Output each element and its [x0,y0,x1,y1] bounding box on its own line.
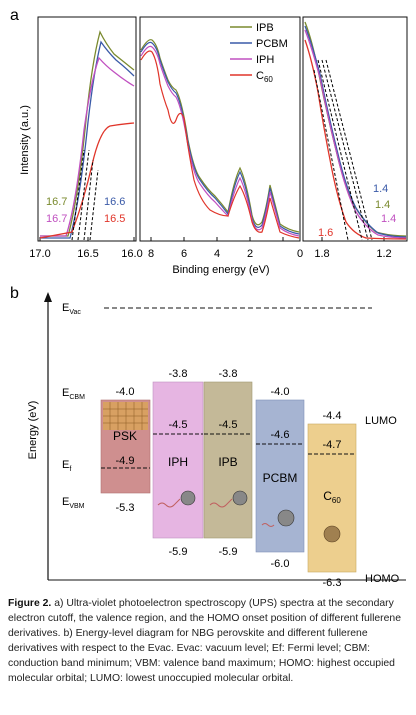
iph-mid: -4.5 [169,419,188,431]
panel-b-ylabel: Energy (eV) [27,401,39,460]
ecbm-label: ECBM [62,387,85,401]
panel-a-left-frame [37,16,137,242]
iph-name: IPH [168,455,188,469]
tick-right-0: 1.8 [314,248,329,260]
evbm-label: EVBM [62,496,85,510]
legend: IPB PCBM IPH C60 [230,22,288,84]
mid-curve-pcbm [140,41,300,235]
c60-bottom: -6.3 [323,577,342,589]
left-curve-pcbm [40,40,135,239]
psk-fermi: -4.9 [116,455,135,467]
cutoff-pcbm: 16.6 [104,196,125,208]
level-c60: -4.4 -4.7 C60 -6.3 [307,410,357,589]
ipb-bottom: -5.9 [219,546,238,558]
right-curve-c60 [304,39,407,240]
onset-pcbm: 1.4 [373,183,388,195]
onset-ipb: 1.4 [375,199,390,211]
onset-iph: 1.4 [381,213,396,225]
tick-mid-0: 8 [148,248,154,260]
evac-label: EVac [62,302,81,316]
onset-c60: 1.6 [318,227,333,239]
tick-left-1: 16.5 [77,248,98,260]
ipb-top: -3.8 [219,368,238,380]
pcbm-top: -4.0 [271,386,290,398]
panel-a-ylabel: Intensity (a.u.) [19,105,31,175]
figure-2: a Intensity (a.u.) 17.0 16.5 16.0 8 6 4 … [10,7,408,589]
left-curve-iph [40,56,135,237]
tick-mid-4: 0 [297,248,303,260]
lumo-label: LUMO [365,415,397,427]
psk-name: PSK [113,429,137,443]
iph-bottom: -5.9 [169,546,188,558]
c60-name: C60 [323,489,341,505]
level-pcbm: -4.0 -4.6 PCBM -6.0 [255,386,305,570]
panel-a-right-frame [302,16,408,242]
caption-text: a) Ultra-violet photoelectron spectrosco… [8,598,401,684]
left-curve-ipb [40,30,135,237]
mid-curve-c60 [140,50,300,239]
cutoff-ipb: 16.7 [46,196,67,208]
pcbm-name: PCBM [263,471,298,485]
caption-label: Figure 2. [8,598,52,609]
tick-left-0: 17.0 [29,248,50,260]
ipb-mid: -4.5 [219,419,238,431]
legend-pcbm: PCBM [256,38,288,50]
psk-bottom: -5.3 [116,502,135,514]
pcbm-bottom: -6.0 [271,558,290,570]
iph-top: -3.8 [169,368,188,380]
legend-ipb: IPB [256,22,274,34]
legend-iph: IPH [256,54,274,66]
ipb-name: IPB [218,455,237,469]
left-curve-c60 [39,122,135,239]
tick-left-2: 16.0 [121,248,142,260]
tick-mid-1: 6 [181,248,187,260]
figure-caption: Figure 2. a) Ultra-violet photoelectron … [8,596,410,686]
right-curve-pcbm [304,25,407,238]
pcbm-mid: -4.6 [271,429,290,441]
tick-mid-2: 4 [214,248,220,260]
level-iph: -3.8 -4.5 IPH -5.9 [152,368,204,558]
panel-a-label: a [10,7,19,24]
tick-mid-3: 2 [247,248,253,260]
mid-curve-iph [140,45,300,237]
panel-b-label: b [10,285,19,302]
level-psk: -4.0 PSK -4.9 -5.3 [100,386,151,514]
cutoff-iph: 16.7 [46,213,67,225]
panel-a-xlabel: Binding energy (eV) [172,264,269,276]
homo-label: HOMO [365,573,400,585]
right-curve-ipb [304,21,407,237]
cutoff-c60: 16.5 [104,213,125,225]
energy-axis-arrowhead [44,292,52,302]
ef-label: Ef [62,459,71,473]
legend-c60: C60 [256,70,273,84]
tick-right-1: 1.2 [376,248,391,260]
c60-mid: -4.7 [323,439,342,451]
right-curve-iph [304,29,407,239]
psk-top: -4.0 [116,386,135,398]
panel-a-middle-frame [139,16,301,242]
c60-top: -4.4 [323,410,342,422]
level-ipb: -3.8 -4.5 IPB -5.9 [203,368,253,558]
